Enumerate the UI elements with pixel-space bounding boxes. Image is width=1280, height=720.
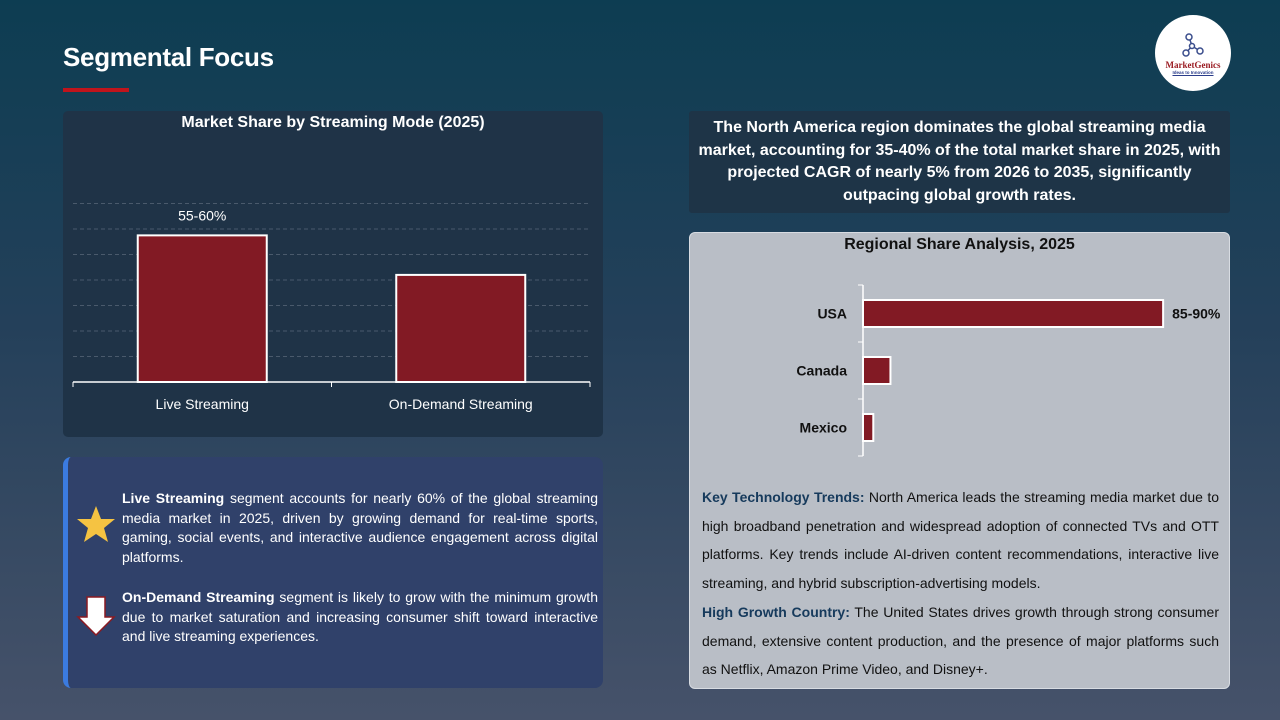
streaming-mode-chart: Live Streaming 55-60% On-Demand Streaming … (63, 111, 603, 437)
regional-share-chart: USA 85-90% Canada Mexico Regional Share Ana… (689, 232, 1230, 689)
category-label: On-Demand Streaming (389, 396, 533, 412)
summary-box: The North America region dominates the g… (689, 111, 1230, 213)
trend-country: High Growth Country: The United States d… (702, 598, 1219, 684)
data-label: 55-60% (178, 207, 226, 223)
chart-title: Regional Share Analysis, 2025 (844, 236, 1075, 253)
segment-live-label: Live Streaming (122, 490, 225, 506)
segment-live-text: segment accounts for nearly 60% of the g… (122, 490, 598, 565)
molecule-icon (1182, 32, 1204, 57)
segment-ondemand-text: segment is likely to grow with the minim… (122, 589, 598, 644)
logo-tagline: Ideas to Innovation (1172, 69, 1214, 75)
data-label: 85-90% (1172, 306, 1221, 322)
logo: MarketGenics Ideas to Innovation (1155, 15, 1231, 91)
segment-ondemand: On-Demand Streaming segment is likely to… (122, 588, 598, 647)
segment-live: Live Streaming segment accounts for near… (122, 489, 598, 567)
trend-label: Key Technology Trends: (702, 489, 865, 505)
bar (862, 356, 892, 385)
bar (862, 299, 1165, 328)
bar (862, 413, 875, 442)
chart-title: Market Share by Streaming Mode (2025) (181, 114, 485, 131)
arrow-down-icon (76, 596, 116, 637)
logo-name: MarketGenics (1165, 59, 1221, 70)
trends-text: Key Technology Trends: North America lea… (702, 483, 1219, 684)
bar (136, 234, 268, 383)
category-label: USA (817, 306, 847, 322)
category-label: Canada (796, 363, 847, 379)
page-title: Segmental Focus (63, 42, 274, 72)
trend-text: The United States drives growth through … (702, 603, 1220, 678)
segment-insights: Live Streaming segment accounts for near… (63, 457, 603, 688)
segment-ondemand-label: On-Demand Streaming (122, 589, 275, 605)
category-label: Mexico (800, 420, 847, 436)
trend-technology: Key Technology Trends: North America lea… (702, 483, 1219, 598)
trend-text: North America leads the streaming media … (702, 489, 1220, 592)
star-icon (77, 506, 115, 542)
category-label: Live Streaming (156, 396, 249, 412)
title-underline (63, 88, 129, 92)
trend-label: High Growth Country: (702, 603, 850, 620)
bar (395, 273, 527, 383)
